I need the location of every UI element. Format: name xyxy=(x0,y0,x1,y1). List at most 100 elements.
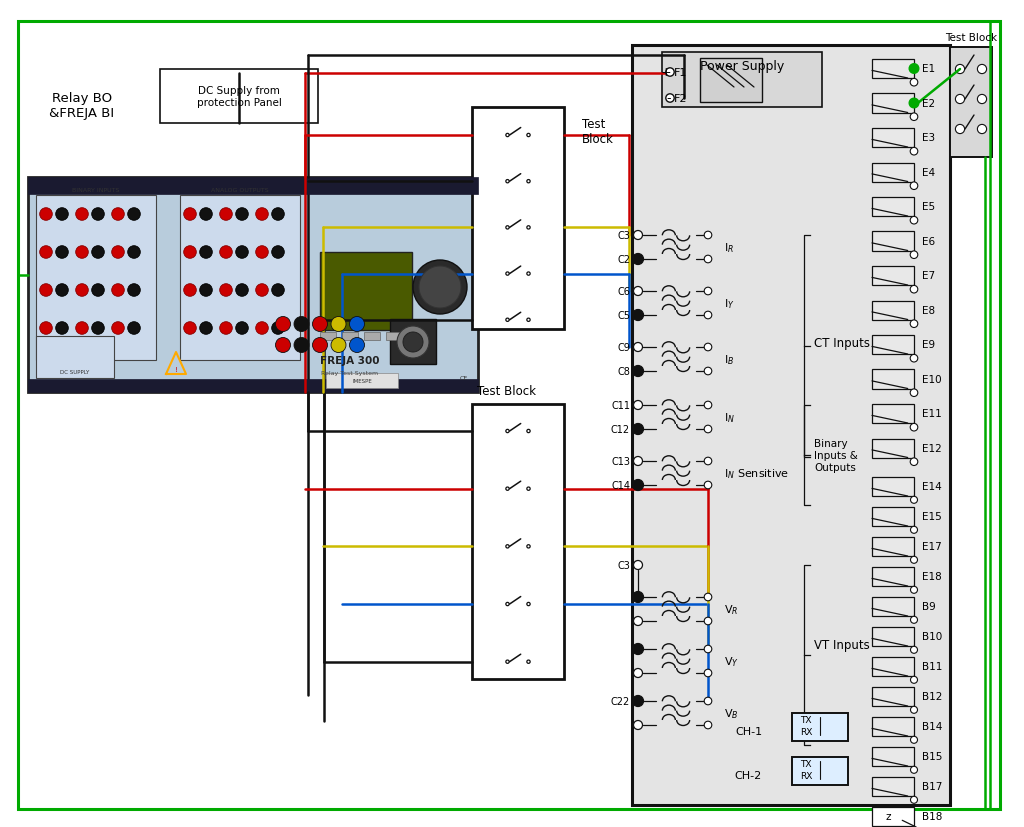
Text: B18: B18 xyxy=(922,811,942,821)
Circle shape xyxy=(633,366,643,377)
Circle shape xyxy=(506,180,509,184)
Circle shape xyxy=(634,232,642,240)
Circle shape xyxy=(506,227,509,230)
Text: C12: C12 xyxy=(611,424,630,434)
Circle shape xyxy=(910,148,918,155)
Text: B12: B12 xyxy=(922,691,942,701)
Text: C22: C22 xyxy=(610,696,630,706)
Text: BINARY INPUTS: BINARY INPUTS xyxy=(73,187,120,192)
Circle shape xyxy=(220,208,232,221)
Circle shape xyxy=(312,338,328,353)
Circle shape xyxy=(506,134,509,137)
Circle shape xyxy=(909,65,919,74)
Circle shape xyxy=(506,430,509,433)
Text: RX: RX xyxy=(800,728,812,737)
Circle shape xyxy=(527,227,530,230)
Text: E10: E10 xyxy=(922,375,942,385)
Text: ANALOG OUTPUTS: ANALOG OUTPUTS xyxy=(211,187,269,192)
Bar xyxy=(390,319,436,365)
Circle shape xyxy=(910,586,918,594)
Text: Test Block: Test Block xyxy=(945,33,997,43)
Text: C11: C11 xyxy=(611,400,630,410)
Circle shape xyxy=(955,95,965,104)
Circle shape xyxy=(55,246,69,259)
Circle shape xyxy=(910,114,918,122)
Circle shape xyxy=(705,618,712,625)
Circle shape xyxy=(331,317,346,332)
Bar xyxy=(342,332,358,341)
Bar xyxy=(872,567,914,586)
Text: +: + xyxy=(660,66,671,79)
Text: V$_R$: V$_R$ xyxy=(724,602,738,616)
Circle shape xyxy=(271,246,285,259)
Circle shape xyxy=(705,669,712,677)
Text: B17: B17 xyxy=(922,782,942,791)
Circle shape xyxy=(910,218,918,225)
Circle shape xyxy=(634,287,642,296)
Bar xyxy=(872,301,914,320)
Text: E17: E17 xyxy=(922,542,942,552)
Text: Power Supply: Power Supply xyxy=(699,60,784,74)
Bar xyxy=(872,404,914,423)
Text: F2: F2 xyxy=(674,94,687,104)
Text: CH-2: CH-2 xyxy=(735,770,762,780)
Circle shape xyxy=(705,426,712,433)
Bar xyxy=(872,687,914,706)
Text: E8: E8 xyxy=(922,306,935,316)
Circle shape xyxy=(634,457,642,466)
Circle shape xyxy=(200,246,212,259)
Circle shape xyxy=(506,273,509,276)
Text: B10: B10 xyxy=(922,632,942,642)
Bar xyxy=(180,196,300,361)
Circle shape xyxy=(705,697,712,705)
Circle shape xyxy=(634,669,642,677)
Text: DC SUPPLY: DC SUPPLY xyxy=(60,370,90,375)
Circle shape xyxy=(236,246,248,259)
Bar xyxy=(872,657,914,676)
Circle shape xyxy=(910,796,918,803)
Bar xyxy=(872,439,914,458)
Text: z: z xyxy=(885,811,891,821)
Circle shape xyxy=(312,317,328,332)
Circle shape xyxy=(128,208,140,221)
Circle shape xyxy=(527,134,530,137)
Circle shape xyxy=(256,246,268,259)
Bar xyxy=(872,94,914,113)
Text: FREJA 300: FREJA 300 xyxy=(321,356,380,366)
Bar xyxy=(872,807,914,826)
Circle shape xyxy=(910,183,918,190)
Circle shape xyxy=(128,246,140,259)
Circle shape xyxy=(128,323,140,335)
Bar xyxy=(632,46,950,805)
Text: I$_Y$: I$_Y$ xyxy=(724,297,734,310)
Bar xyxy=(36,337,114,379)
Circle shape xyxy=(271,323,285,335)
Circle shape xyxy=(331,338,346,353)
Circle shape xyxy=(910,355,918,362)
Circle shape xyxy=(633,310,643,321)
Circle shape xyxy=(910,286,918,294)
Bar xyxy=(28,178,478,393)
Bar xyxy=(872,747,914,766)
Circle shape xyxy=(910,424,918,432)
Circle shape xyxy=(666,69,674,77)
Circle shape xyxy=(705,344,712,351)
Circle shape xyxy=(112,208,124,221)
Circle shape xyxy=(506,545,509,548)
Circle shape xyxy=(705,721,712,729)
Circle shape xyxy=(527,180,530,184)
Circle shape xyxy=(40,323,52,335)
Circle shape xyxy=(705,288,712,295)
Circle shape xyxy=(910,497,918,504)
Bar xyxy=(700,59,762,103)
Bar xyxy=(872,508,914,526)
Circle shape xyxy=(236,284,248,297)
Bar xyxy=(364,332,380,341)
Circle shape xyxy=(271,284,285,297)
Circle shape xyxy=(633,643,643,655)
Circle shape xyxy=(397,327,429,359)
Text: V$_Y$: V$_Y$ xyxy=(724,654,739,668)
Circle shape xyxy=(419,266,461,308)
Bar xyxy=(872,370,914,389)
Circle shape xyxy=(403,332,423,352)
